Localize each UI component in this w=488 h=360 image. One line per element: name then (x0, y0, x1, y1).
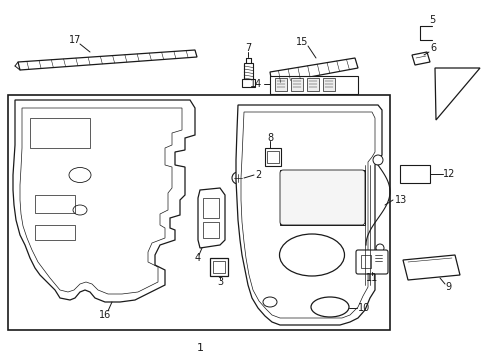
Polygon shape (402, 255, 459, 280)
Text: 13: 13 (394, 195, 407, 205)
FancyBboxPatch shape (355, 250, 387, 274)
Bar (264, 148, 281, 166)
Bar (269, 76, 357, 94)
Text: 8: 8 (266, 133, 272, 143)
Text: 11: 11 (365, 273, 377, 283)
Text: 4: 4 (195, 253, 201, 263)
Polygon shape (236, 105, 381, 325)
Text: 7: 7 (244, 43, 251, 53)
Bar (242, 79, 254, 87)
Text: 15: 15 (295, 37, 307, 47)
Bar (30, 118, 90, 148)
Circle shape (375, 244, 383, 252)
Polygon shape (13, 100, 195, 302)
Bar (274, 78, 286, 91)
Text: 12: 12 (442, 169, 454, 179)
Text: 16: 16 (99, 310, 111, 320)
Bar (306, 78, 318, 91)
Bar (244, 63, 252, 81)
Text: 10: 10 (357, 303, 369, 313)
Bar (35, 225, 75, 240)
Polygon shape (198, 188, 224, 248)
Text: 17: 17 (69, 35, 81, 45)
Bar (266, 151, 279, 163)
Bar (35, 195, 75, 213)
Bar (360, 255, 370, 268)
Text: 2: 2 (254, 170, 261, 180)
Bar (290, 78, 303, 91)
Polygon shape (18, 50, 197, 70)
Ellipse shape (263, 297, 276, 307)
Bar (280, 170, 364, 225)
Bar (323, 78, 334, 91)
Circle shape (372, 155, 382, 165)
Bar (8, 95, 389, 330)
Circle shape (231, 172, 244, 184)
Bar (213, 261, 224, 273)
Text: 5: 5 (428, 15, 434, 25)
Ellipse shape (310, 297, 348, 317)
Polygon shape (269, 58, 357, 84)
Polygon shape (434, 68, 479, 120)
Text: 14: 14 (249, 79, 262, 89)
Bar (209, 258, 227, 276)
Bar (399, 165, 429, 183)
Text: 6: 6 (429, 43, 435, 53)
FancyBboxPatch shape (280, 170, 364, 225)
Bar (203, 198, 219, 218)
Polygon shape (411, 52, 429, 65)
Text: 1: 1 (196, 343, 203, 353)
Text: 9: 9 (444, 282, 450, 292)
Bar (203, 222, 219, 238)
Text: 3: 3 (217, 277, 223, 287)
